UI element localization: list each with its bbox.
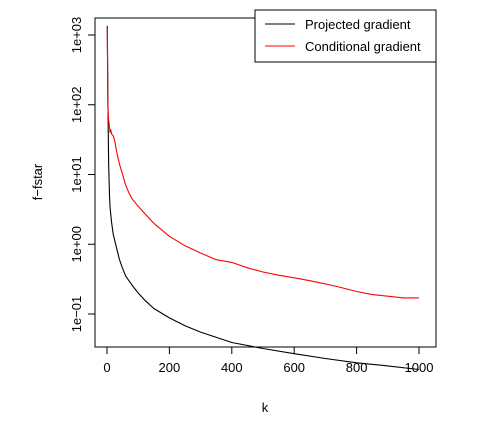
x-tick-label: 0 bbox=[103, 360, 110, 375]
legend-box bbox=[254, 9, 437, 63]
x-tick-label: 1000 bbox=[405, 360, 434, 375]
x-tick-label: 600 bbox=[283, 360, 305, 375]
plot-frame bbox=[94, 17, 437, 348]
y-tick-label: 1e+00 bbox=[69, 226, 84, 263]
series-line-conditional-gradient bbox=[106, 27, 419, 299]
legend: Projected gradient Conditional gradient bbox=[254, 9, 437, 63]
y-axis: 1e−01 1e+00 1e+01 1e+02 1e+03 bbox=[69, 17, 96, 333]
legend-label-conditional-gradient: Conditional gradient bbox=[305, 39, 421, 54]
x-tick-label: 400 bbox=[221, 360, 243, 375]
x-axis-label: k bbox=[262, 400, 269, 415]
y-axis-label: f−fstar bbox=[30, 163, 45, 200]
series-layer bbox=[106, 25, 420, 371]
y-tick-label: 1e+01 bbox=[69, 156, 84, 193]
x-axis: 0 200 400 600 800 1000 bbox=[103, 346, 434, 375]
y-tick-label: 1e+03 bbox=[69, 17, 84, 54]
y-tick-label: 1e+02 bbox=[69, 86, 84, 123]
series-line-projected-gradient bbox=[106, 25, 420, 371]
legend-label-projected-gradient: Projected gradient bbox=[305, 17, 411, 32]
x-tick-label: 200 bbox=[159, 360, 181, 375]
y-tick-label: 1e−01 bbox=[69, 296, 84, 333]
